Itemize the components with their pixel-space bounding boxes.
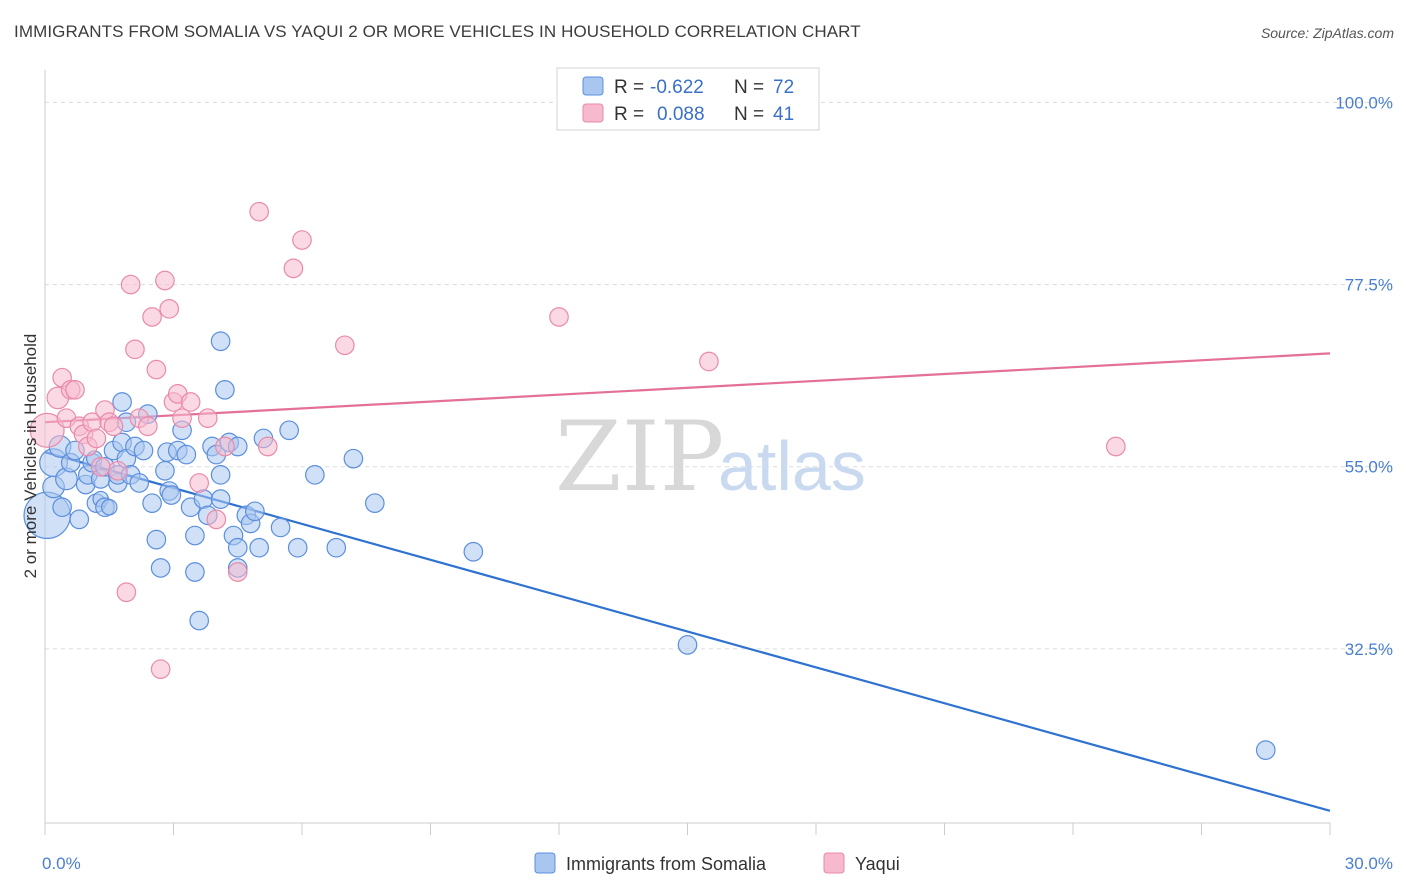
point-yaqui-23 <box>150 659 171 679</box>
point-somalia-18 <box>100 498 118 516</box>
point-somalia-49 <box>210 465 231 485</box>
legend-top: R = -0.622 N = 72 R = 0.088 N = 41 <box>556 67 820 131</box>
legend-bottom-label-somalia: Immigrants from Somalia <box>566 854 767 874</box>
point-yaqui-41 <box>699 351 719 372</box>
point-somalia-43 <box>185 562 205 582</box>
legend-r-value-somalia: -0.622 <box>650 77 704 98</box>
point-yaqui-22 <box>146 359 167 380</box>
tick-labels: 100.0% 77.5% 55.0% 32.5% 0.0% 30.0% <box>42 93 1393 873</box>
legend-r-label-somalia: R = <box>614 77 644 98</box>
legend-bottom-swatch-somalia <box>534 852 556 874</box>
point-yaqui-33 <box>215 436 235 457</box>
legend-r-label-yaqui: R = <box>614 104 644 125</box>
y-tick-label-1: 77.5% <box>1345 276 1393 295</box>
point-somalia-50 <box>210 489 231 509</box>
point-yaqui-14 <box>103 416 124 437</box>
point-yaqui-16 <box>116 582 137 603</box>
x-tick-label-1: 30.0% <box>1345 854 1393 873</box>
trend-line-yaqui <box>44 352 1331 424</box>
point-somalia-4 <box>52 497 72 518</box>
point-yaqui-34 <box>227 562 248 582</box>
point-yaqui-31 <box>197 408 218 428</box>
point-yaqui-32 <box>206 509 227 530</box>
point-somalia-51 <box>210 331 231 352</box>
point-somalia-33 <box>150 558 171 578</box>
point-yaqui-36 <box>257 436 278 457</box>
point-somalia-69 <box>364 493 385 514</box>
y-axis-title: 2 or more Vehicles in Household <box>21 334 40 579</box>
data-points <box>23 201 1276 760</box>
point-somalia-32 <box>146 529 167 550</box>
point-somalia-60 <box>245 501 265 522</box>
point-yaqui-39 <box>335 335 355 356</box>
point-yaqui-28 <box>172 408 192 428</box>
point-yaqui-38 <box>292 230 312 250</box>
point-somalia-28 <box>129 473 150 493</box>
point-somalia-55 <box>227 537 248 558</box>
point-somalia-29 <box>133 440 154 461</box>
y-tick-label-0: 100.0% <box>1335 93 1393 112</box>
point-yaqui-17 <box>120 274 141 295</box>
point-yaqui-35 <box>249 201 269 222</box>
point-somalia-66 <box>305 465 325 485</box>
point-yaqui-42 <box>1106 436 1126 457</box>
point-somalia-63 <box>270 517 291 538</box>
point-yaqui-20 <box>137 416 158 437</box>
point-somalia-64 <box>279 420 299 441</box>
point-somalia-37 <box>161 485 182 505</box>
point-somalia-44 <box>189 610 210 631</box>
point-somalia-70 <box>463 541 484 562</box>
point-somalia-65 <box>287 537 308 558</box>
legend-bottom-swatch-yaqui <box>823 852 845 874</box>
watermark-zip: ZIP <box>555 401 724 513</box>
legend-swatch-yaqui <box>582 103 604 123</box>
source-label: Source: ZipAtlas.com <box>1260 25 1394 41</box>
x-tick-label-0: 0.0% <box>42 854 81 873</box>
point-somalia-52 <box>215 379 235 400</box>
point-somalia-68 <box>343 448 364 469</box>
point-yaqui-18 <box>125 339 145 360</box>
y-tick-label-2: 55.0% <box>1345 458 1393 477</box>
point-yaqui-37 <box>283 258 304 279</box>
point-yaqui-24 <box>155 270 175 291</box>
point-somalia-22 <box>112 392 132 412</box>
point-yaqui-30 <box>189 473 210 493</box>
chart-title: IMMIGRANTS FROM SOMALIA VS YAQUI 2 OR MO… <box>14 22 861 41</box>
legend-n-label-yaqui: N = <box>734 104 764 125</box>
point-yaqui-15 <box>107 460 128 481</box>
point-somalia-72 <box>1255 740 1276 760</box>
point-somalia-8 <box>69 509 90 530</box>
point-somalia-31 <box>142 493 162 514</box>
point-somalia-71 <box>677 635 698 655</box>
point-somalia-61 <box>249 537 269 558</box>
point-yaqui-29 <box>180 392 201 412</box>
point-yaqui-11 <box>90 456 111 477</box>
point-yaqui-0 <box>29 412 65 448</box>
watermark: ZIP atlas <box>555 401 866 513</box>
legend-n-label-somalia: N = <box>734 77 764 98</box>
point-yaqui-10 <box>86 428 107 449</box>
point-somalia-67 <box>326 537 347 558</box>
point-yaqui-40 <box>549 307 569 327</box>
point-yaqui-25 <box>159 299 180 319</box>
legend-bottom: Immigrants from Somalia Yaqui <box>534 852 900 874</box>
legend-bottom-label-yaqui: Yaqui <box>855 854 900 874</box>
legend-n-value-somalia: 72 <box>773 77 794 98</box>
watermark-atlas: atlas <box>718 427 866 505</box>
legend-n-value-yaqui: 41 <box>773 104 794 125</box>
point-somalia-45 <box>193 489 214 509</box>
legend-swatch-somalia <box>582 76 604 96</box>
point-yaqui-21 <box>142 307 162 327</box>
point-somalia-42 <box>185 525 205 546</box>
point-somalia-40 <box>176 444 197 465</box>
point-yaqui-5 <box>65 379 85 400</box>
point-somalia-34 <box>155 460 175 481</box>
legend-r-value-yaqui: 0.088 <box>657 104 705 125</box>
y-tick-label-3: 32.5% <box>1345 640 1393 659</box>
